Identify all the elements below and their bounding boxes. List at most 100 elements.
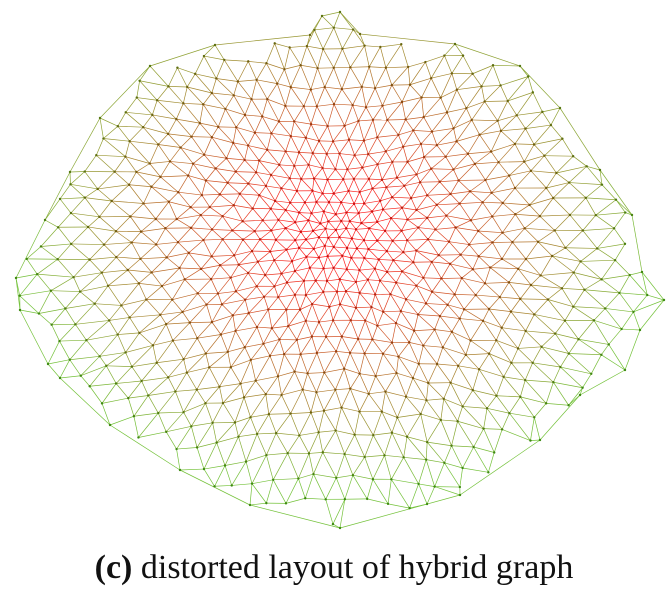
graph-node <box>88 385 91 388</box>
graph-node <box>376 136 379 139</box>
graph-edge <box>89 256 117 260</box>
graph-edge <box>364 353 376 377</box>
graph-edge <box>519 284 532 300</box>
graph-edge <box>97 171 115 190</box>
graph-edge <box>230 264 240 278</box>
graph-edge <box>439 180 459 183</box>
graph-edge <box>421 97 425 118</box>
graph-node <box>269 250 272 253</box>
graph-edge <box>304 190 313 203</box>
graph-edge <box>288 320 306 327</box>
graph-node <box>532 143 536 146</box>
graph-edge <box>329 291 338 307</box>
graph-edge <box>437 363 459 367</box>
graph-edge <box>176 206 191 220</box>
graph-edge <box>65 308 76 325</box>
graph-edge <box>248 61 267 64</box>
graph-edge <box>59 198 72 214</box>
graph-node <box>500 326 503 329</box>
graph-edge <box>240 359 252 384</box>
graph-edge <box>401 84 411 103</box>
graph-edge <box>99 117 104 139</box>
graph-edge <box>314 27 334 31</box>
graph-edge <box>237 61 249 82</box>
graph-edge <box>470 220 479 232</box>
graph-edge <box>335 389 342 408</box>
graph-edge <box>196 386 220 390</box>
graph-node <box>523 227 526 230</box>
graph-edge <box>478 255 502 260</box>
graph-edge <box>391 432 404 458</box>
graph-edge <box>323 211 336 215</box>
graph-edge <box>101 272 109 286</box>
graph-edge <box>166 322 190 325</box>
graph-edge <box>19 273 38 296</box>
graph-edge <box>318 237 326 247</box>
graph-edge <box>496 395 510 414</box>
graph-edge <box>393 251 404 261</box>
graph-edge <box>553 381 583 389</box>
graph-edge <box>101 383 117 404</box>
graph-edge <box>341 407 360 412</box>
graph-edge <box>19 309 39 314</box>
graph-edge <box>294 231 302 241</box>
graph-edge <box>160 161 171 178</box>
graph-node <box>157 411 160 415</box>
graph-edge <box>247 61 257 80</box>
graph-node <box>464 353 468 357</box>
graph-node <box>350 256 353 260</box>
graph-edge <box>279 325 289 340</box>
graph-edge <box>186 73 196 88</box>
graph-node <box>360 221 363 225</box>
graph-edge <box>333 11 341 28</box>
graph-edge <box>169 161 194 165</box>
graph-edge <box>167 133 181 148</box>
graph-edge <box>179 469 251 506</box>
graph-edge <box>391 84 403 103</box>
graph-edge <box>564 306 574 321</box>
graph-edge <box>445 153 468 158</box>
graph-node <box>278 338 281 341</box>
graph-edge <box>266 83 278 100</box>
graph-edge <box>382 101 403 107</box>
graph-node <box>408 83 412 86</box>
graph-edge <box>324 245 334 248</box>
graph-node <box>274 238 278 242</box>
graph-node <box>86 225 90 229</box>
graph-edge <box>484 267 491 284</box>
graph-edge <box>187 86 212 94</box>
graph-edge <box>386 240 393 252</box>
graph-edge <box>289 177 302 180</box>
graph-node <box>304 238 308 241</box>
graph-edge <box>599 169 633 216</box>
graph-edge <box>254 132 272 134</box>
graph-node <box>450 72 454 75</box>
graph-edge <box>354 434 366 458</box>
graph-edge <box>431 73 452 79</box>
graph-edge <box>308 164 315 179</box>
graph-edge <box>601 344 610 355</box>
graph-edge <box>306 256 319 258</box>
graph-edge <box>599 169 603 185</box>
graph-edge <box>431 128 454 132</box>
graph-edge <box>401 101 406 120</box>
graph-edge <box>629 274 648 296</box>
graph-edge <box>226 157 245 161</box>
graph-edge <box>514 187 530 206</box>
graph-edge <box>350 320 359 340</box>
graph-edge <box>203 468 215 487</box>
graph-node <box>338 152 341 155</box>
graph-edge <box>492 232 503 243</box>
graph-edge <box>596 228 615 249</box>
graph-node <box>533 313 536 316</box>
graph-edge <box>477 230 493 243</box>
graph-edge <box>265 394 270 415</box>
graph-node <box>299 64 302 67</box>
graph-edge <box>530 275 541 286</box>
graph-edge <box>501 311 512 328</box>
graph-edge <box>285 227 301 233</box>
graph-edge <box>219 193 240 195</box>
graph-node <box>441 346 444 349</box>
graph-edge <box>508 175 516 189</box>
graph-edge <box>405 396 427 401</box>
